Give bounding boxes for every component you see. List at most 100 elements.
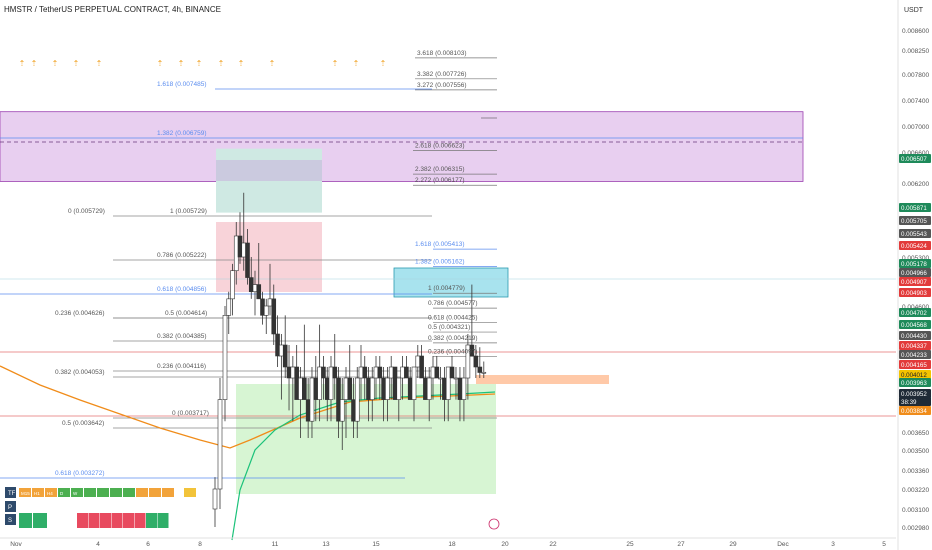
candle-body[interactable]	[445, 366, 451, 400]
candle-body[interactable]	[241, 242, 247, 258]
tf-cell[interactable]	[71, 488, 83, 497]
candle-body[interactable]	[336, 377, 341, 422]
candle-body[interactable]	[400, 366, 405, 379]
candle-body[interactable]	[245, 242, 250, 278]
tf-cell[interactable]	[136, 488, 148, 497]
candle-body[interactable]	[290, 366, 296, 379]
candle-body[interactable]	[388, 366, 394, 379]
candle-body[interactable]	[302, 377, 307, 400]
candle-body[interactable]	[473, 355, 479, 368]
candle-body[interactable]	[407, 377, 413, 400]
candle-body[interactable]	[481, 371, 487, 374]
candle-body[interactable]	[381, 377, 386, 400]
tf-cell[interactable]	[162, 488, 174, 497]
tf-cell[interactable]	[19, 488, 31, 497]
candle-body[interactable]	[438, 377, 443, 380]
candle-body[interactable]	[477, 366, 483, 373]
candle-body[interactable]	[434, 366, 440, 379]
candle-body[interactable]	[343, 377, 349, 400]
candle-body[interactable]	[212, 488, 218, 510]
x-axis[interactable]: Nov 4 6 8 11 13 15 18 20 22 25 27 29 Dec 3 5	[0, 537, 896, 548]
tf-cell[interactable]	[58, 488, 70, 497]
candle-body[interactable]	[294, 366, 299, 400]
candle-body[interactable]	[321, 366, 326, 379]
status-cell[interactable]	[146, 513, 157, 528]
status-cell[interactable]	[111, 513, 123, 528]
status-cell[interactable]	[19, 513, 32, 528]
candle-body[interactable]	[396, 377, 402, 400]
tf-cell[interactable]	[45, 488, 57, 497]
candle-body[interactable]	[233, 235, 239, 272]
candle-body[interactable]	[248, 277, 254, 293]
candle-body[interactable]	[282, 344, 288, 368]
candle-body[interactable]	[305, 399, 311, 422]
status-cell[interactable]	[33, 513, 47, 528]
candle-body[interactable]	[419, 355, 424, 379]
candle-body[interactable]	[354, 377, 360, 422]
candle-body[interactable]	[377, 366, 383, 379]
candle-body[interactable]	[442, 377, 447, 400]
candle-body[interactable]	[275, 333, 280, 357]
candle-body[interactable]	[324, 377, 330, 400]
candles-layer[interactable]	[212, 192, 487, 527]
candle-body[interactable]	[309, 377, 315, 422]
candle-body[interactable]	[222, 315, 228, 400]
candle-body[interactable]	[317, 366, 322, 400]
candle-body[interactable]	[263, 305, 269, 316]
candle-body[interactable]	[351, 399, 356, 422]
tf-cell[interactable]	[149, 488, 161, 497]
candle-body[interactable]	[279, 344, 284, 357]
candle-body[interactable]	[469, 344, 475, 357]
candle-body[interactable]	[260, 298, 265, 316]
status-cell[interactable]	[123, 513, 134, 528]
lightning-icon[interactable]	[488, 518, 500, 530]
candle-body[interactable]	[411, 366, 417, 400]
status-cell[interactable]	[88, 513, 100, 528]
candle-body[interactable]	[461, 377, 467, 400]
candle-body[interactable]	[366, 377, 371, 400]
candle-body[interactable]	[430, 366, 436, 379]
candle-body[interactable]	[423, 377, 428, 400]
status-cell[interactable]	[134, 513, 146, 528]
candle-body[interactable]	[339, 399, 345, 422]
candle-body[interactable]	[426, 377, 432, 400]
candle-body[interactable]	[286, 366, 292, 379]
candle-body[interactable]	[332, 366, 338, 379]
status-cell[interactable]	[100, 513, 111, 528]
y-axis[interactable]: 0.008600 0.008250 0.007800 0.007400 0.007000…	[897, 0, 932, 550]
candle-body[interactable]	[298, 377, 303, 400]
tf-cell[interactable]	[110, 488, 122, 497]
candle-body[interactable]	[358, 366, 364, 379]
candle-body[interactable]	[415, 355, 421, 368]
candle-body[interactable]	[328, 366, 334, 400]
candle-body[interactable]	[267, 298, 273, 307]
candle-body[interactable]	[362, 366, 368, 379]
candle-body[interactable]	[230, 270, 235, 300]
candle-body[interactable]	[465, 344, 471, 379]
candle-body[interactable]	[347, 377, 353, 400]
tf-cell[interactable]	[97, 488, 109, 497]
candle-body[interactable]	[256, 284, 262, 300]
candle-body[interactable]	[385, 377, 390, 400]
status-cell[interactable]	[77, 513, 88, 528]
toolbar-panel[interactable]: TF P S M15 H1 H4 D W	[5, 487, 500, 530]
candle-body[interactable]	[217, 399, 223, 490]
tf-cell[interactable]	[184, 488, 196, 497]
tf-cell[interactable]	[123, 488, 135, 497]
candle-body[interactable]	[313, 377, 319, 400]
tf-cell[interactable]	[84, 488, 96, 497]
status-cell[interactable]	[157, 513, 169, 528]
candle-body[interactable]	[453, 377, 459, 380]
candle-body[interactable]	[373, 366, 379, 379]
candle-body[interactable]	[237, 235, 243, 258]
candle-body[interactable]	[252, 284, 258, 293]
candle-body[interactable]	[226, 298, 232, 316]
tf-cell[interactable]	[32, 488, 44, 497]
candle-body[interactable]	[392, 366, 398, 400]
candle-body[interactable]	[457, 377, 463, 400]
candle-body[interactable]	[369, 377, 375, 400]
candle-body[interactable]	[404, 366, 409, 379]
candle-body[interactable]	[271, 298, 277, 335]
candle-body[interactable]	[449, 366, 455, 379]
